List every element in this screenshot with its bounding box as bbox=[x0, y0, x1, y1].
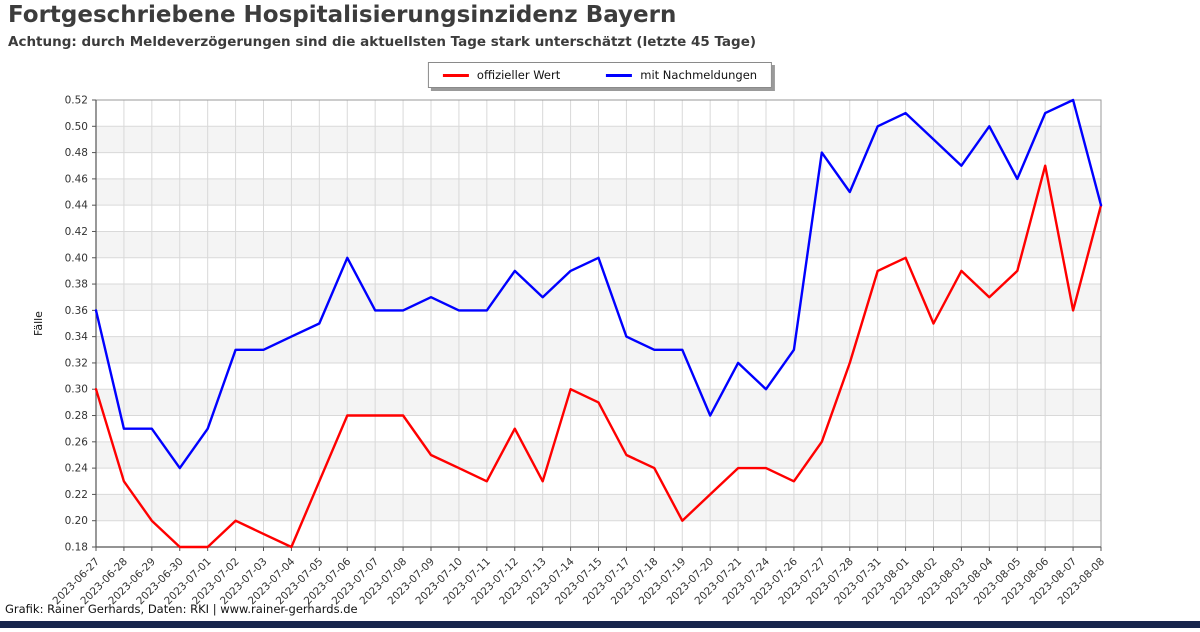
svg-text:0.48: 0.48 bbox=[65, 147, 88, 159]
footer-credit: Grafik: Rainer Gerhards, Daten: RKI | ww… bbox=[5, 602, 358, 616]
svg-text:0.46: 0.46 bbox=[65, 173, 89, 185]
svg-text:0.24: 0.24 bbox=[65, 463, 89, 475]
svg-text:0.20: 0.20 bbox=[65, 515, 88, 527]
svg-text:0.42: 0.42 bbox=[65, 226, 88, 238]
series-line-official bbox=[94, 164, 1103, 549]
svg-text:0.30: 0.30 bbox=[65, 384, 88, 396]
legend: offizieller Wert mit Nachmeldungen bbox=[427, 62, 773, 88]
plot-grid bbox=[95, 99, 1102, 548]
legend-item-official: offizieller Wert bbox=[442, 68, 561, 82]
legend-item-nachmeldungen: mit Nachmeldungen bbox=[606, 68, 757, 82]
svg-text:0.38: 0.38 bbox=[65, 279, 88, 291]
svg-text:0.34: 0.34 bbox=[65, 331, 89, 343]
svg-text:0.36: 0.36 bbox=[65, 305, 89, 317]
svg-text:0.32: 0.32 bbox=[65, 357, 88, 369]
y-axis-title: Fälle bbox=[32, 311, 45, 336]
legend-label-nachmeldungen: mit Nachmeldungen bbox=[640, 68, 758, 82]
page-title: Fortgeschriebene Hospitalisierungsinzide… bbox=[8, 2, 677, 28]
svg-text:0.50: 0.50 bbox=[65, 121, 88, 133]
svg-text:0.22: 0.22 bbox=[65, 489, 88, 501]
footer-bar bbox=[0, 621, 1200, 628]
series-line-nachmeldungen bbox=[94, 98, 1103, 470]
svg-text:0.28: 0.28 bbox=[65, 410, 88, 422]
legend-swatch-red-line-icon bbox=[442, 73, 469, 77]
legend-label-official: offizieller Wert bbox=[476, 68, 561, 82]
svg-text:0.52: 0.52 bbox=[65, 95, 88, 107]
svg-text:0.26: 0.26 bbox=[65, 436, 89, 448]
x-tick-labels: 2023-06-272023-06-282023-06-292023-06-30… bbox=[50, 555, 1107, 607]
page-subtitle: Achtung: durch Meldeverzögerungen sind d… bbox=[8, 34, 757, 50]
svg-text:0.18: 0.18 bbox=[65, 542, 88, 554]
legend-swatch-blue-line-icon bbox=[606, 73, 633, 77]
svg-text:0.40: 0.40 bbox=[65, 252, 88, 264]
axis-ticks bbox=[92, 99, 1102, 551]
svg-text:0.44: 0.44 bbox=[65, 200, 89, 212]
y-tick-labels: 0.18 0.20 0.22 0.24 0.26 0.28 0.30 0.32 0.34 0.36… bbox=[65, 95, 89, 554]
